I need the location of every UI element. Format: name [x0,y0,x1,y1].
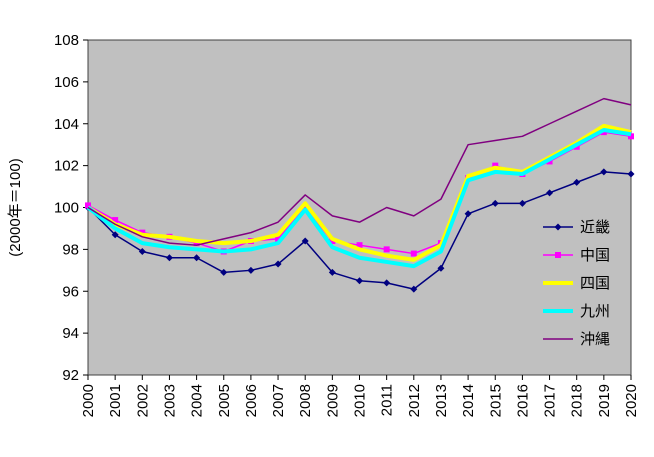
marker-square [492,162,499,169]
y-tick-label: 108 [54,32,79,49]
series-line [87,97,632,246]
y-axis-title: (2000年＝100) [7,158,24,256]
x-tick-label: 2019 [596,384,613,417]
x-tick-label: 2002 [134,384,151,417]
series-line [86,128,632,269]
x-tick-label: 2011 [379,384,396,416]
marker-square [112,217,119,224]
x-axis: 2000 2001 2002 2003 2004 2005 2006 2007 2008 2009… [80,375,640,417]
x-tick-label: 2012 [406,384,423,417]
marker-diamond [627,170,635,178]
x-tick-label: 2004 [189,384,206,417]
series-kinki [84,168,635,293]
marker-diamond [518,199,526,207]
marker-diamond [356,277,363,285]
marker-diamond [573,178,581,186]
y-tick-label: 104 [54,116,79,133]
x-tick-label: 2015 [487,384,504,417]
marker-diamond [491,199,499,207]
legend-item-okinawa: 沖縄 [543,331,610,348]
x-tick-label: 2013 [433,384,450,417]
marker-square [302,204,309,211]
marker-square [193,240,200,247]
x-tick-label: 2008 [297,384,314,417]
marker-diamond [220,268,228,276]
marker-square [275,235,282,242]
marker-diamond [328,268,336,276]
marker-diamond [464,210,472,218]
series-kyushu [86,128,632,269]
legend-marker-square [555,252,561,258]
y-tick-label: 92 [62,367,79,384]
x-tick-label: 2010 [352,384,369,417]
marker-diamond [138,247,146,255]
marker-diamond [247,266,255,274]
legend-item-kinki: 近畿 [543,219,610,236]
legend-label: 四国 [580,275,610,292]
x-tick-label: 2017 [542,384,559,417]
marker-diamond [410,285,418,293]
legend-label: 九州 [580,303,610,320]
marker-square [356,242,363,249]
marker-diamond [383,279,391,287]
x-tick-label: 2007 [270,384,287,417]
legend-label: 近畿 [580,219,610,236]
x-tick-label: 2014 [460,384,477,417]
legend-item-chugoku: 中国 [543,247,610,264]
marker-square [628,133,634,140]
y-tick-label: 94 [62,325,79,342]
legend-marker-diamond [554,223,562,231]
marker-square [383,246,390,253]
legend-label: 沖縄 [580,331,610,348]
x-tick-label: 2005 [216,384,233,417]
legend-item-kyushu: 九州 [543,303,610,320]
y-tick-label: 98 [62,241,79,258]
marker-diamond [546,189,554,197]
y-tick-label: 96 [62,283,79,300]
x-tick-label: 2020 [623,384,640,417]
marker-square [410,250,417,257]
x-tick-label: 2001 [107,384,124,417]
marker-diamond [274,260,282,268]
marker-diamond [600,168,608,176]
marker-diamond [111,231,119,239]
legend-item-shikoku: 四国 [543,275,610,292]
x-tick-label: 2003 [161,384,178,417]
y-axis: 92 94 96 98 100 102 104 106 108 [54,32,88,384]
y-tick-label: 106 [54,74,79,91]
x-tick-label: 2018 [569,384,586,417]
x-tick-label: 2006 [243,384,260,417]
x-tick-label: 2016 [514,384,531,417]
marker-square [85,202,91,209]
marker-diamond [437,264,445,272]
x-tick-label: 2000 [80,384,97,417]
x-tick-label: 2009 [324,384,341,417]
y-tick-label: 100 [54,200,79,217]
marker-diamond [193,254,201,262]
marker-diamond [165,254,173,262]
legend-label: 中国 [580,247,610,264]
marker-diamond [301,237,309,245]
plot-area [87,39,632,376]
series-okinawa [87,97,632,246]
y-tick-label: 102 [54,158,79,175]
